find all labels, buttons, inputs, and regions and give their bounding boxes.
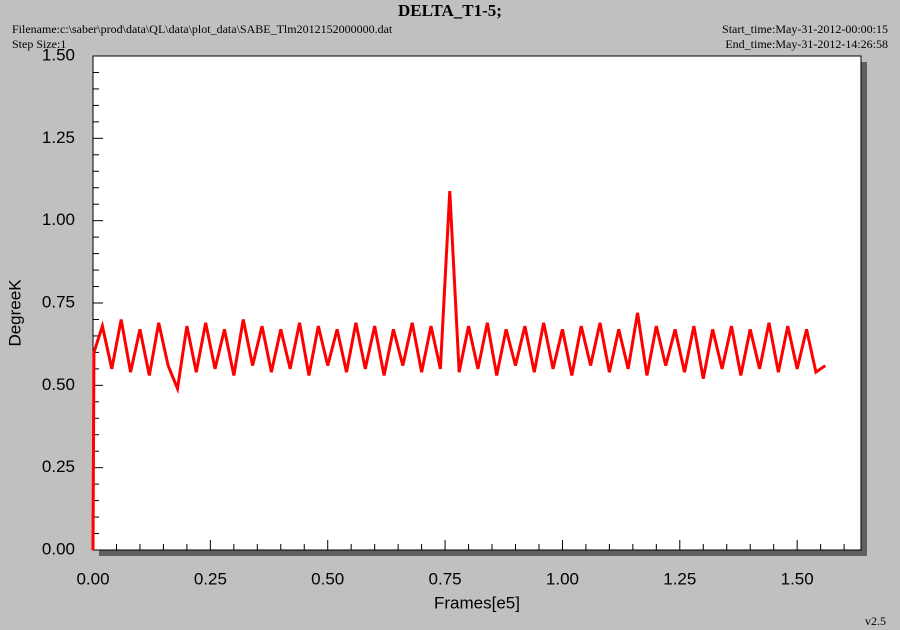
- version: v2.5: [865, 614, 886, 628]
- y-axis-label: DegreeK: [5, 279, 24, 347]
- y-tick-label: 1.00: [42, 210, 75, 229]
- start-time: Start_time:May-31-2012-00:00:15: [722, 22, 888, 36]
- y-tick-label: 1.50: [42, 45, 75, 64]
- filename: Filename:c:\saber\prod\data\QL\data\plot…: [12, 22, 393, 36]
- y-tick-label: 0.75: [42, 292, 75, 311]
- end-time: End_time:May-31-2012-14:26:58: [725, 37, 888, 51]
- y-tick-label: 0.00: [42, 539, 75, 558]
- x-tick-label: 0.00: [76, 569, 109, 588]
- x-tick-label: 1.00: [546, 569, 579, 588]
- x-tick-label: 1.50: [781, 569, 814, 588]
- step-size: Step Size:1: [12, 37, 66, 51]
- data-line: [91, 190, 827, 551]
- x-tick-label: 0.75: [429, 569, 462, 588]
- x-tick-label: 0.25: [194, 569, 227, 588]
- x-axis-label: Frames[e5]: [434, 593, 520, 612]
- x-tick-label: 1.25: [663, 569, 696, 588]
- y-tick-label: 0.25: [42, 457, 75, 476]
- y-tick-label: 0.50: [42, 375, 75, 394]
- y-tick-label: 1.25: [42, 128, 75, 147]
- chart-title: DELTA_T1-5;: [398, 1, 502, 20]
- x-tick-label: 0.50: [311, 569, 344, 588]
- plot-area: [92, 55, 862, 551]
